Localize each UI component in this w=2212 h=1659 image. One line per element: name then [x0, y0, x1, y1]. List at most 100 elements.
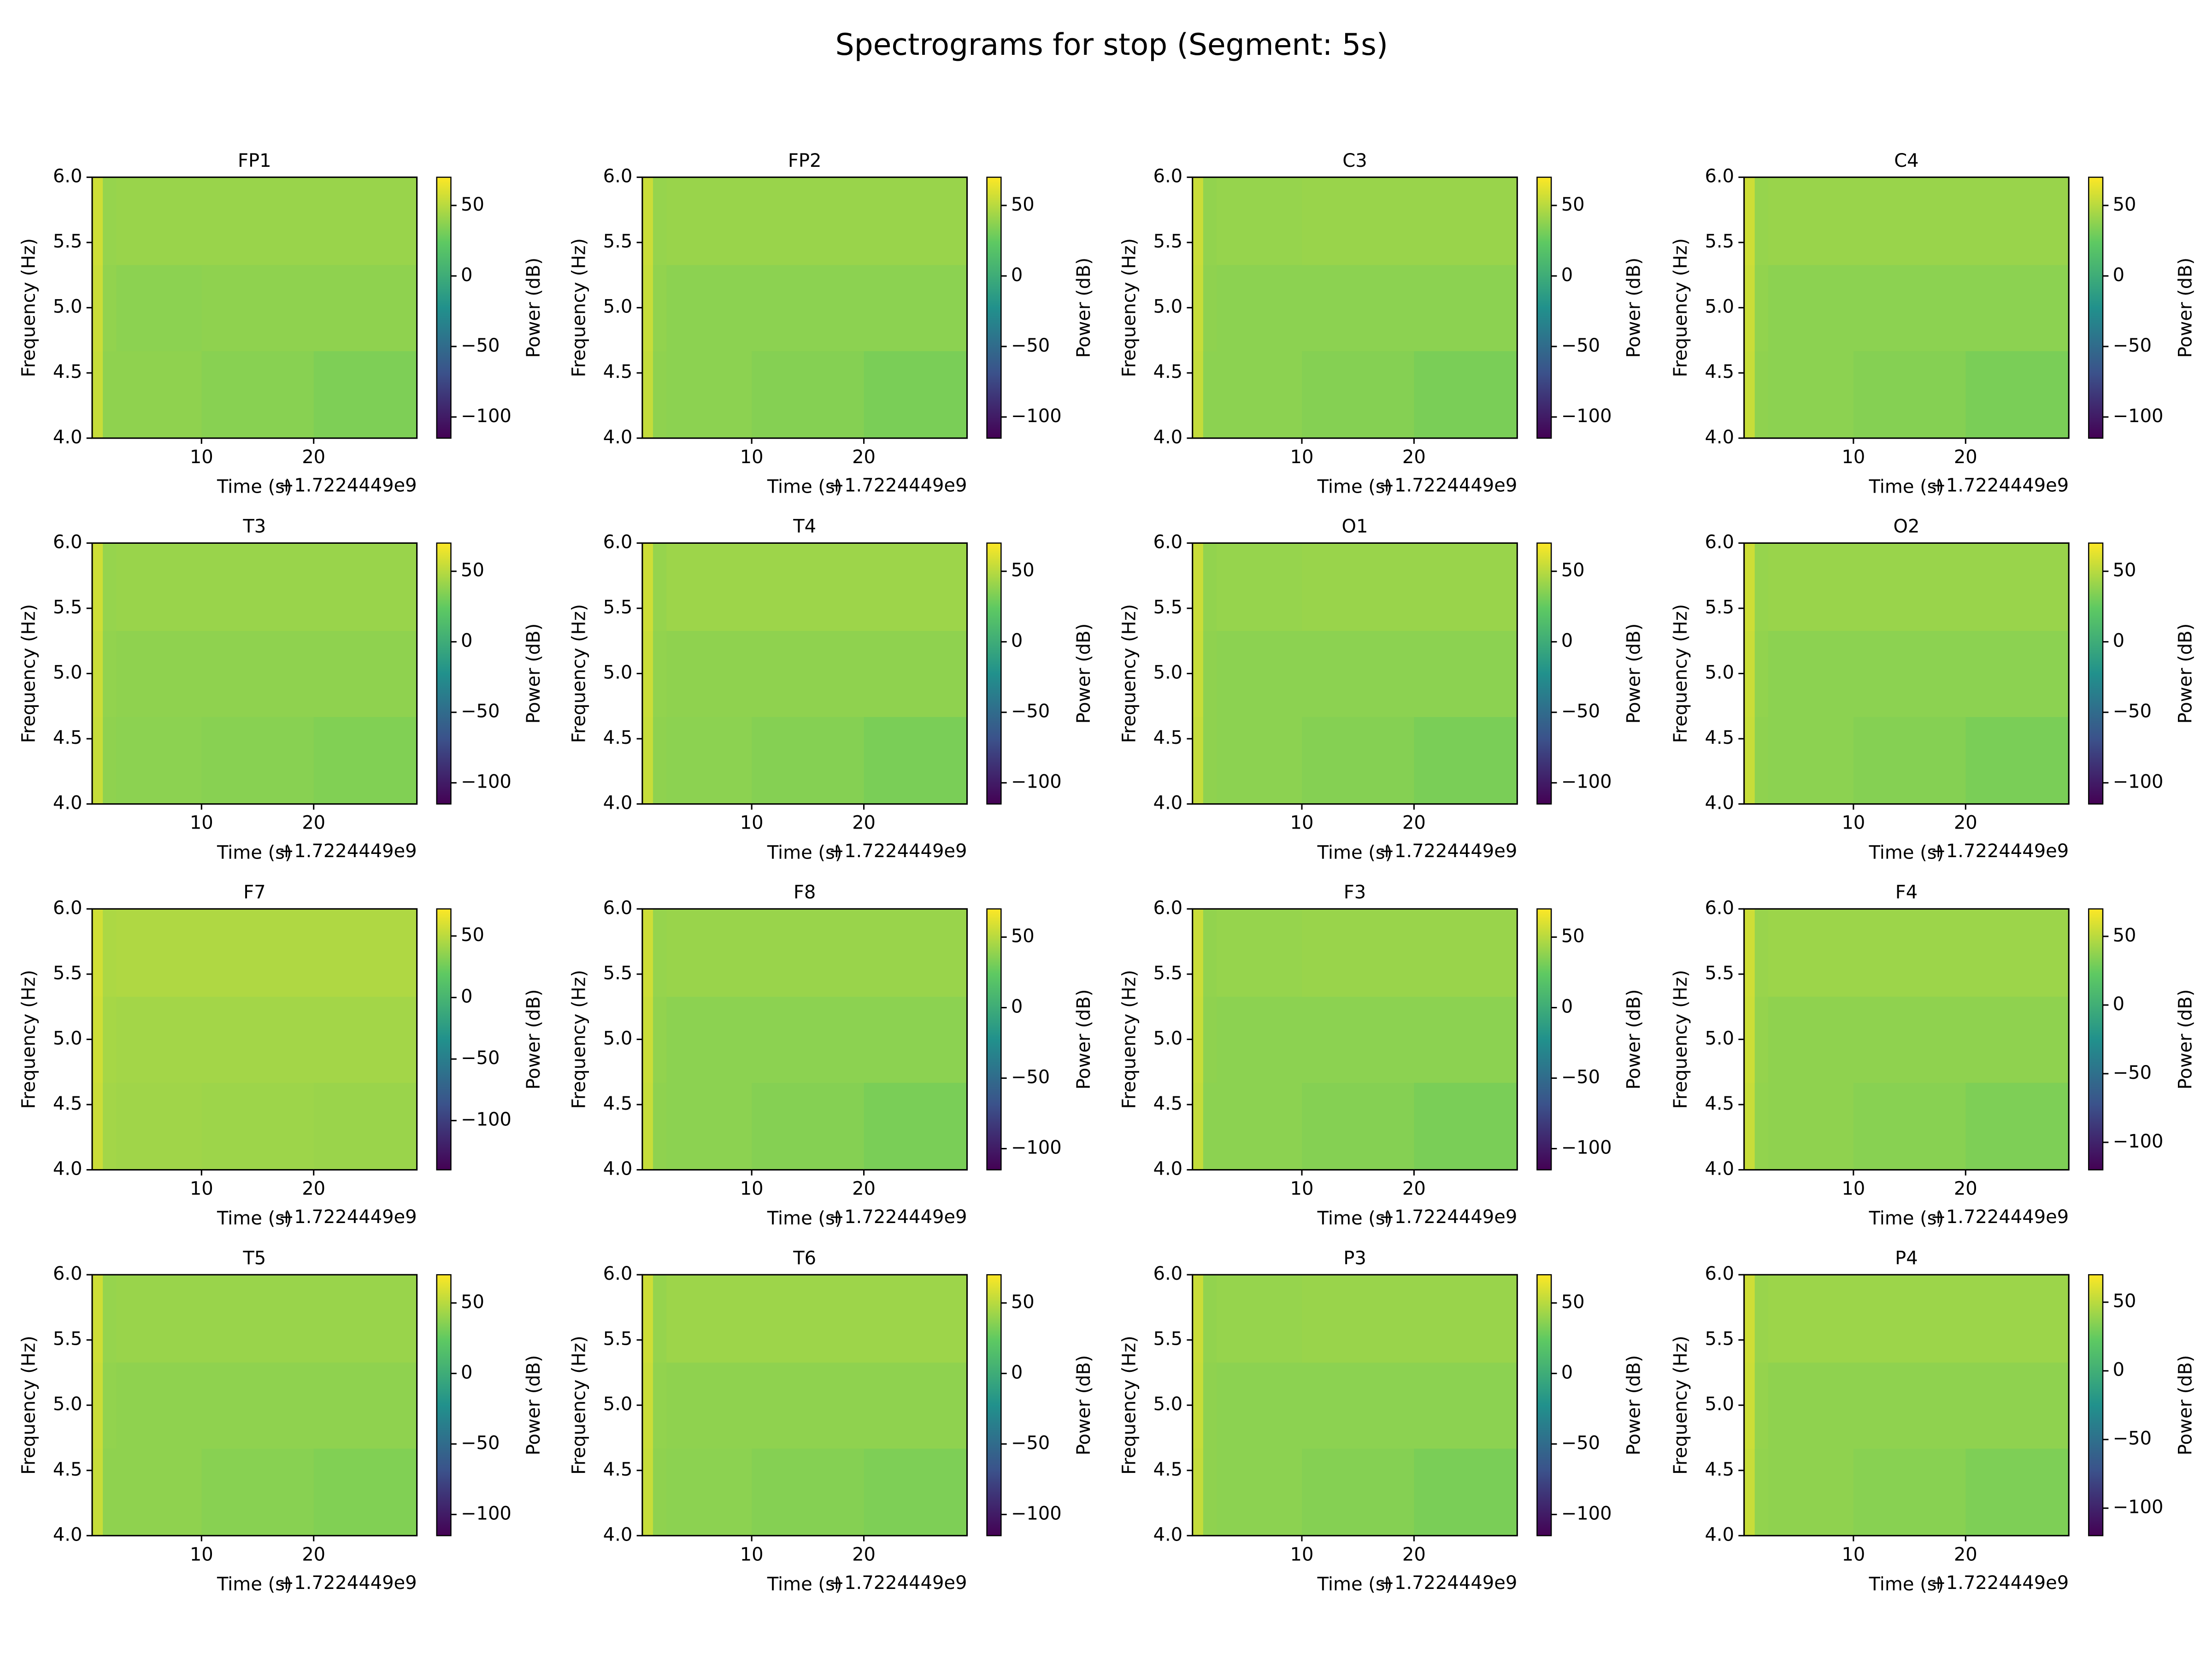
cell: [313, 1275, 418, 1363]
y-tick-label: 5.0: [53, 662, 82, 683]
cell: [313, 909, 418, 997]
x-tick-label: 20: [852, 447, 876, 468]
cell: [1744, 543, 1755, 631]
cell: [201, 1362, 314, 1449]
x-tick-label: 10: [740, 1178, 764, 1200]
colorbar-tick-label: −100: [461, 1503, 512, 1524]
cell: [103, 996, 117, 1083]
cell: [666, 1275, 753, 1363]
colorbar-tick-label: −100: [461, 771, 512, 793]
colorbar: [1536, 176, 1552, 439]
panel-title: P4: [1895, 1247, 1918, 1269]
cell: [92, 543, 104, 631]
cell: [201, 351, 314, 439]
y-tick-label: 6.0: [1705, 1263, 1734, 1284]
cell: [201, 630, 314, 717]
cell: [666, 177, 753, 265]
cell: [653, 1448, 667, 1536]
cell: [1744, 1362, 1755, 1449]
colorbar-label: Power (dB): [2175, 1355, 2196, 1455]
cell: [1853, 909, 1966, 997]
colorbar-tick-label: −100: [1011, 1137, 1062, 1159]
colorbar-tick-label: −50: [2113, 1062, 2152, 1083]
cell: [864, 1082, 968, 1171]
cell: [642, 265, 653, 352]
cell: [1754, 716, 1769, 805]
x-offset-label: +1.7224449e9: [279, 841, 417, 862]
cell: [1414, 1362, 1518, 1449]
cell: [666, 996, 753, 1083]
y-tick-label: 6.0: [603, 166, 633, 187]
panel-title: T3: [242, 516, 266, 537]
cell: [1414, 1082, 1518, 1171]
cell: [313, 543, 418, 631]
cell: [642, 543, 653, 631]
colorbar-tick-label: −100: [461, 406, 512, 427]
cell: [313, 1448, 418, 1536]
colorbar-tick-label: −100: [1561, 406, 1612, 427]
cell: [1853, 1362, 1966, 1449]
cell: [103, 909, 117, 997]
cell: [1965, 909, 2070, 997]
cell: [1414, 630, 1518, 717]
cell: [116, 177, 202, 265]
y-tick-label: 6.0: [1705, 897, 1734, 918]
cell: [1301, 630, 1415, 717]
panel-title: FP1: [238, 150, 271, 171]
cell: [1192, 351, 1204, 439]
cell: [1414, 909, 1518, 997]
colorbar-tick-label: 0: [461, 630, 472, 652]
y-axis-label: Frequency (Hz): [568, 604, 589, 743]
x-tick-label: 20: [302, 1544, 325, 1565]
cell: [1744, 630, 1755, 717]
cell: [1754, 265, 1769, 352]
y-axis-label: Frequency (Hz): [568, 970, 589, 1109]
cell: [1754, 630, 1769, 717]
cell: [92, 1082, 104, 1171]
cell: [201, 996, 314, 1083]
cell: [1768, 1275, 1854, 1363]
cell: [1414, 996, 1518, 1083]
x-tick-label: 10: [190, 1544, 213, 1565]
x-axis-label: Time (s): [1317, 476, 1393, 497]
y-tick-label: 4.0: [603, 793, 633, 814]
colorbar-tick-label: 50: [2113, 194, 2136, 215]
colorbar: [986, 908, 1002, 1171]
cell: [642, 351, 653, 439]
y-tick-label: 5.5: [1153, 1329, 1183, 1350]
cell: [116, 543, 202, 631]
cell: [666, 1082, 753, 1171]
colorbar-tick-label: −100: [2113, 771, 2164, 793]
y-axis-label: Frequency (Hz): [1118, 970, 1140, 1109]
y-axis-label: Frequency (Hz): [568, 1335, 589, 1475]
cell: [103, 716, 117, 805]
x-tick-label: 10: [1841, 1178, 1865, 1200]
cell: [1414, 351, 1518, 439]
panel-title: C4: [1894, 150, 1918, 171]
cell: [642, 716, 653, 805]
cell: [116, 1362, 202, 1449]
y-axis-label: Frequency (Hz): [18, 970, 40, 1109]
cell: [653, 1275, 667, 1363]
colorbar-tick-label: 50: [1011, 560, 1035, 581]
y-tick-label: 4.5: [1153, 361, 1183, 382]
y-tick-label: 6.0: [603, 897, 633, 918]
cell: [116, 909, 202, 997]
colorbar: [436, 1274, 452, 1536]
cell: [1217, 1275, 1302, 1363]
cell: [103, 630, 117, 717]
cell: [1192, 716, 1204, 805]
colorbar-label: Power (dB): [523, 989, 544, 1090]
cell: [864, 265, 968, 352]
cell: [1768, 909, 1854, 997]
x-offset-label: +1.7224449e9: [829, 475, 967, 496]
cell: [1301, 909, 1415, 997]
cell: [1754, 1275, 1769, 1363]
colorbar: [2088, 542, 2104, 805]
cell: [642, 1275, 653, 1363]
y-tick-label: 4.5: [1705, 361, 1734, 382]
cell: [1217, 1448, 1302, 1536]
y-tick-label: 6.0: [53, 166, 82, 187]
y-axis-label: Frequency (Hz): [1118, 238, 1140, 377]
x-tick-label: 20: [852, 1544, 876, 1565]
